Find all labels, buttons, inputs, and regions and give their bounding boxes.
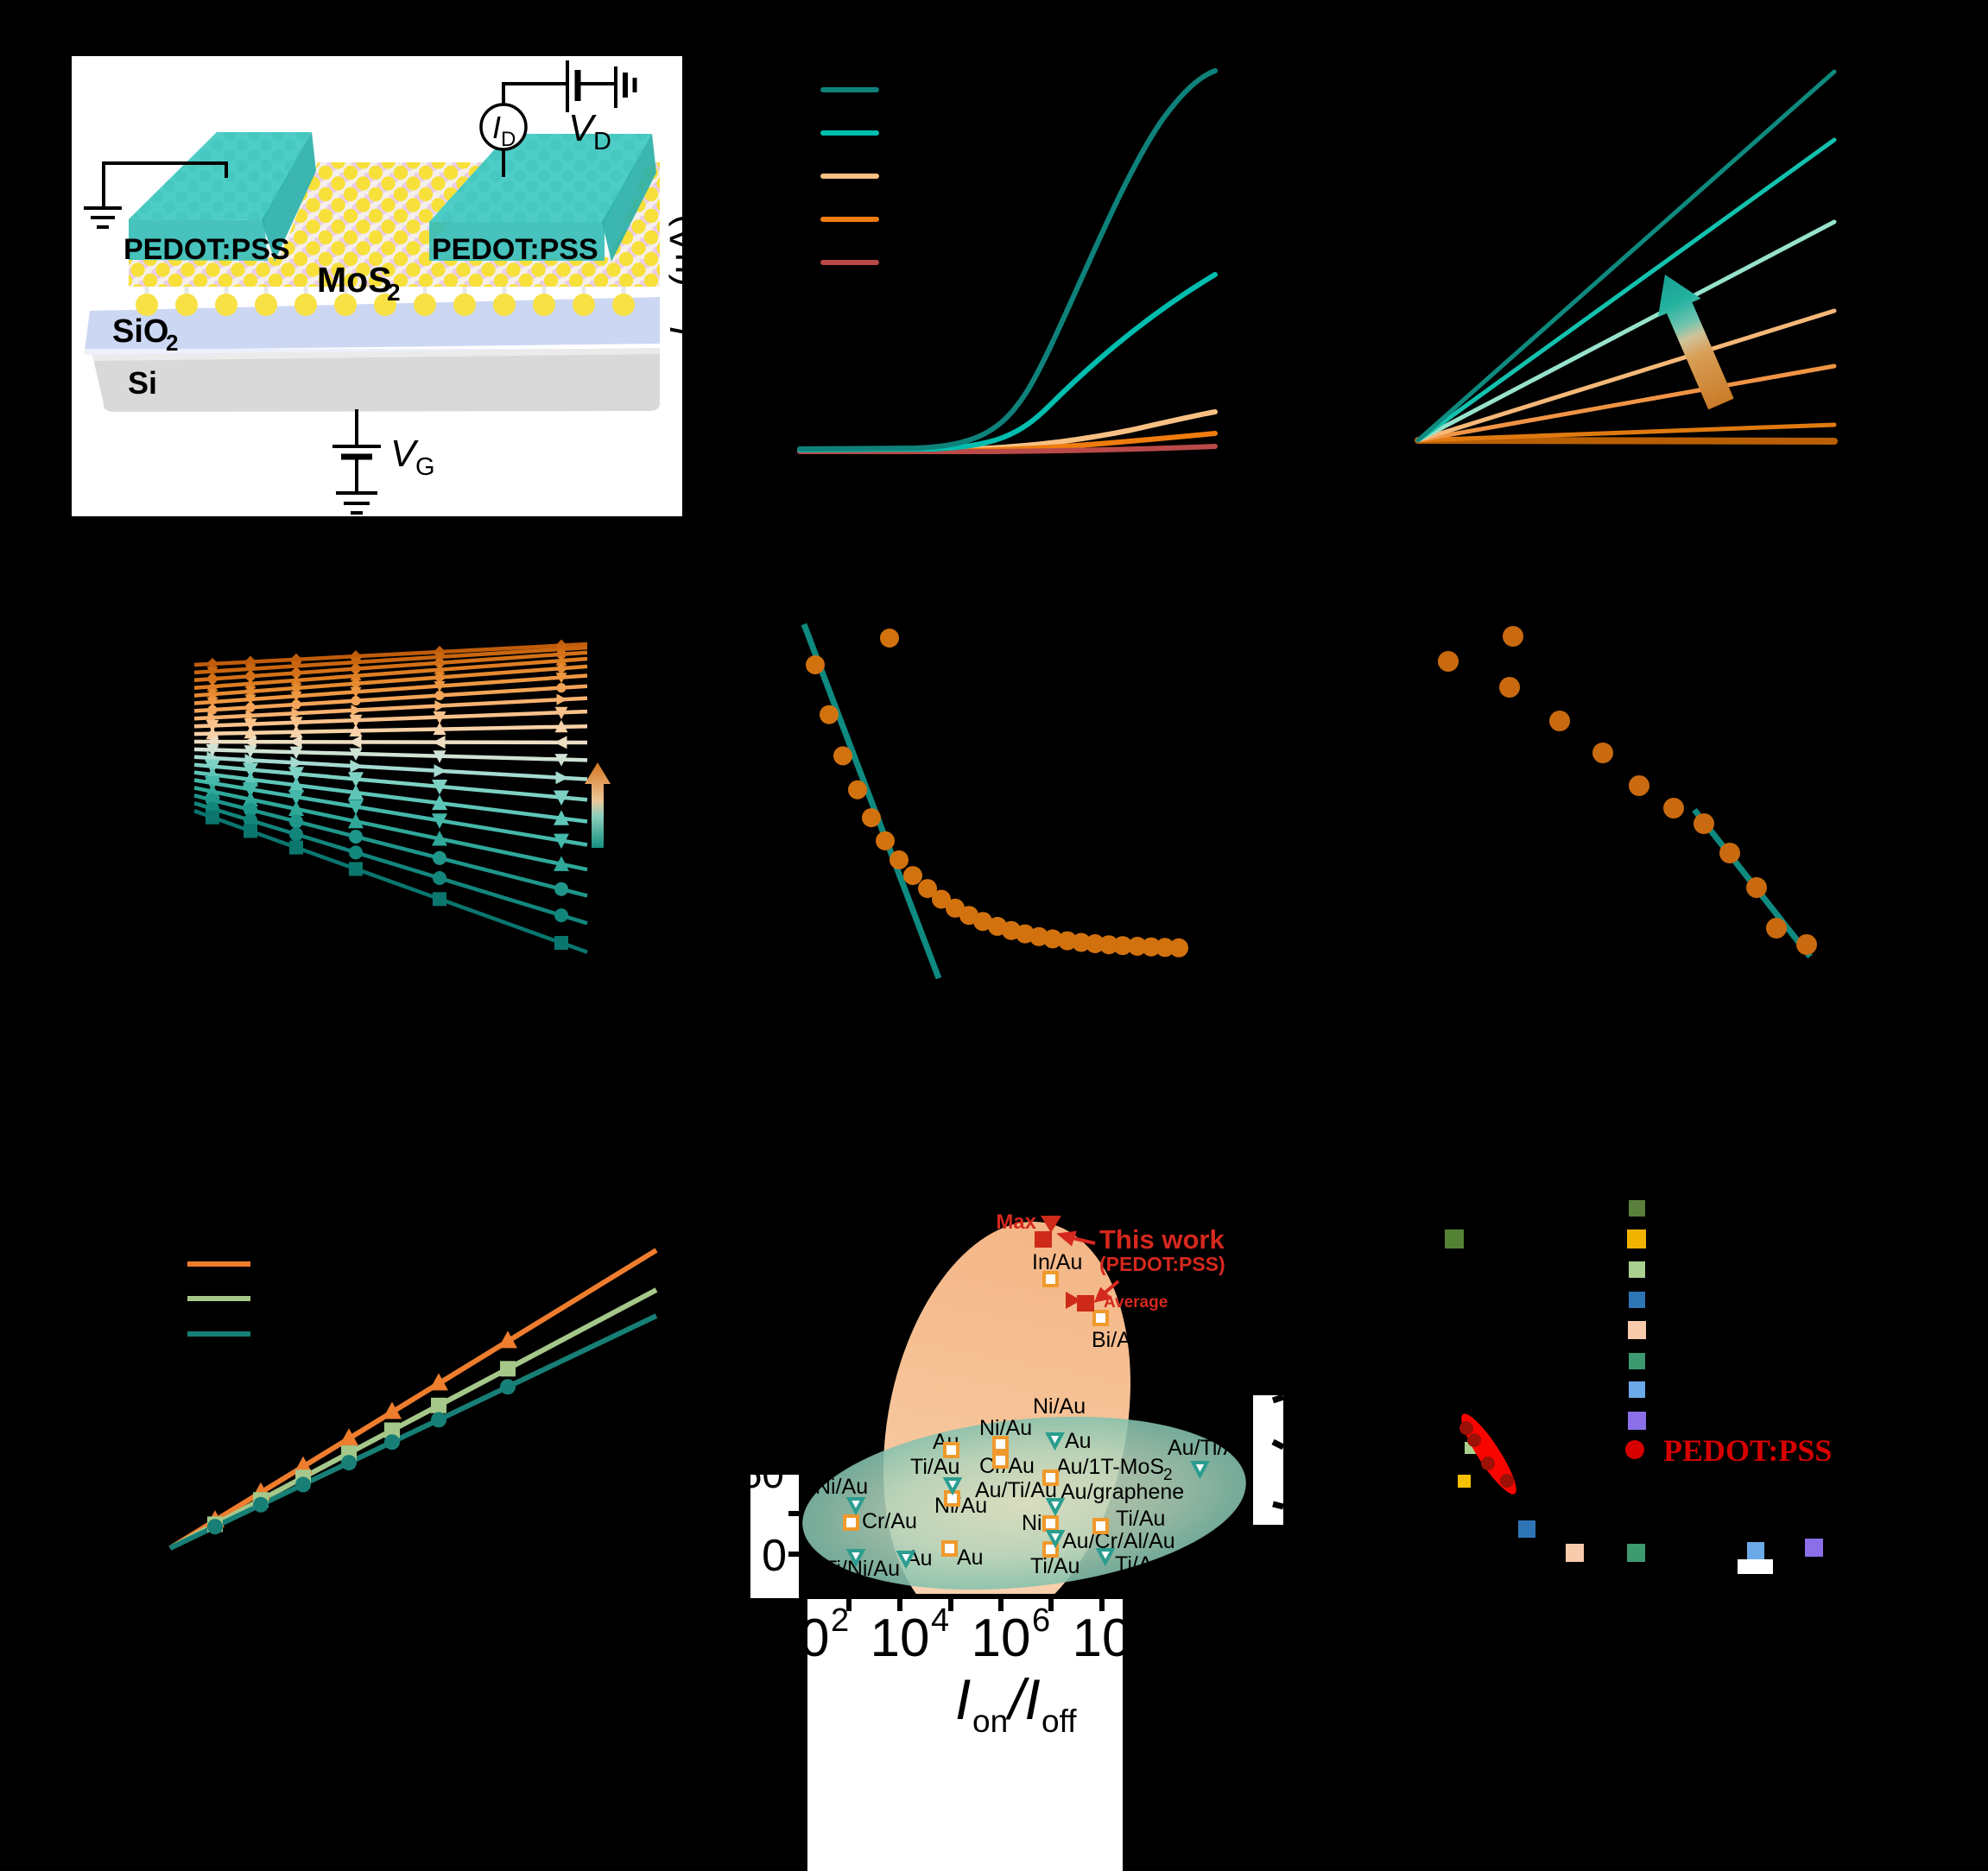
- svg-text:Ni: Ni: [1022, 1511, 1042, 1535]
- svg-text:6: 6: [1032, 1602, 1050, 1639]
- svg-text:I: I: [955, 1667, 971, 1731]
- svg-text:Au/1T-MoS: Au/1T-MoS: [1056, 1455, 1164, 1479]
- svg-text:2: 2: [387, 279, 401, 306]
- svg-text:Ti/Au: Ti/Au: [1115, 1552, 1164, 1577]
- svg-text:Au/Cr/Al/Au: Au/Cr/Al/Au: [1062, 1529, 1175, 1553]
- svg-text:I: I: [492, 110, 501, 145]
- svg-text:/I: /I: [1005, 1667, 1041, 1731]
- svg-text:Max: Max: [996, 1210, 1036, 1234]
- svg-text:V: V: [390, 433, 419, 475]
- svg-text:on: on: [972, 1703, 1008, 1739]
- svg-text:V: V: [568, 107, 597, 149]
- svg-text:Cr/Au: Cr/Au: [862, 1509, 917, 1533]
- svg-text:10: 10: [871, 1609, 930, 1668]
- svg-text:Au: Au: [1065, 1429, 1092, 1453]
- svg-text:SiO: SiO: [112, 313, 168, 350]
- svg-text:PEDOT:PSS: PEDOT:PSS: [432, 233, 598, 266]
- svg-text:Ti/Au: Ti/Au: [910, 1455, 959, 1479]
- svg-text:Ti/Au: Ti/Au: [1116, 1507, 1165, 1531]
- svg-text:Si: Si: [128, 365, 157, 401]
- svg-text:Ti/Ni/Au: Ti/Ni/Au: [824, 1557, 900, 1581]
- svg-text:4: 4: [931, 1602, 949, 1639]
- svg-text:10: 10: [770, 1609, 830, 1668]
- svg-text:50: 50: [740, 1451, 784, 1496]
- svg-text:Au: Au: [957, 1545, 984, 1570]
- svg-text:MoS: MoS: [317, 260, 392, 300]
- svg-text:2: 2: [831, 1602, 849, 1639]
- svg-text:G: G: [415, 453, 435, 481]
- svg-text:Ti/Au: Ti/Au: [1030, 1554, 1079, 1578]
- svg-text:D: D: [501, 128, 516, 151]
- svg-text:Au/Ti/Au: Au/Ti/Au: [1168, 1436, 1250, 1460]
- svg-text:Bi/Au: Bi/Au: [1092, 1328, 1143, 1352]
- svg-text:This work: This work: [1099, 1224, 1225, 1255]
- svg-text:D: D: [593, 128, 611, 155]
- svg-text:b: b: [680, 50, 704, 95]
- svg-text:Ni/Au: Ni/Au: [934, 1494, 987, 1518]
- svg-text:Average: Average: [1104, 1293, 1168, 1312]
- svg-text:(µA): (µA): [662, 214, 705, 287]
- svg-text:8: 8: [1133, 1602, 1151, 1639]
- svg-text:Ni/Au: Ni/Au: [815, 1475, 868, 1499]
- svg-text:0: 0: [762, 1531, 787, 1581]
- svg-text:Ni/Au: Ni/Au: [1033, 1394, 1086, 1419]
- svg-text:off: off: [1041, 1703, 1077, 1739]
- svg-text:10: 10: [972, 1609, 1031, 1668]
- svg-text:2: 2: [1163, 1466, 1173, 1484]
- svg-text:10: 10: [1073, 1609, 1132, 1668]
- svg-text:2: 2: [166, 330, 178, 356]
- svg-text:(PEDOT:PSS): (PEDOT:PSS): [1099, 1253, 1225, 1275]
- svg-text:PEDOT:PSS: PEDOT:PSS: [1663, 1433, 1832, 1468]
- svg-text:D: D: [681, 303, 709, 322]
- svg-text:I: I: [662, 327, 705, 338]
- svg-text:PEDOT:PSS: PEDOT:PSS: [123, 233, 290, 266]
- svg-text:Au/graphene: Au/graphene: [1060, 1480, 1184, 1504]
- svg-text:In/Au: In/Au: [1032, 1250, 1082, 1274]
